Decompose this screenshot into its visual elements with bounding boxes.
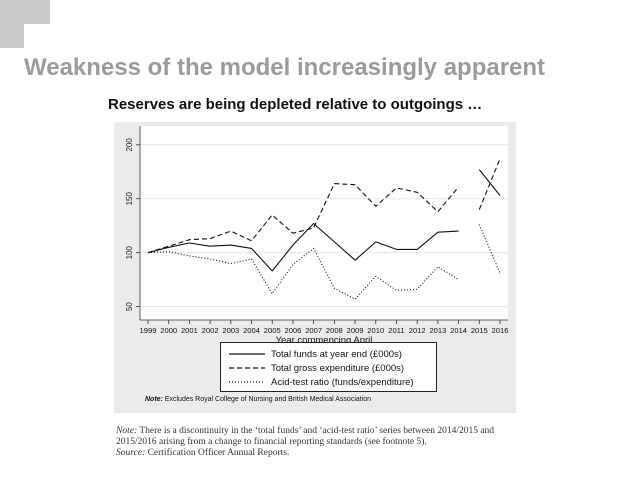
x-tick-label: 2001 [181,326,198,335]
footnote-note-prefix: Note: [116,426,138,436]
footnote-note: Note: There is a discontinuity in the ‘t… [116,426,536,448]
x-tick-label: 2000 [160,326,177,335]
series-line-dashed [478,158,501,210]
chart-note-prefix: Note: [145,396,163,403]
series-line-dashed [147,183,460,254]
footnote-source: Source: Certification Officer Annual Rep… [116,448,536,459]
chart-legend: Total funds at year end (£000s) Total gr… [220,342,437,392]
x-tick-label: 2015 [471,326,488,335]
x-tick-label: 2005 [264,326,281,335]
x-tick-label: 2010 [367,326,384,335]
legend-swatch-dotted [229,381,265,383]
footnote: Note: There is a discontinuity in the ‘t… [116,426,536,459]
legend-swatch-solid [229,353,265,355]
x-tick-label: 2002 [202,326,219,335]
legend-label: Acid-test ratio (funds/expenditure) [271,377,414,388]
x-tick-label: 2013 [429,326,446,335]
x-tick-label: 2008 [326,326,343,335]
legend-label: Total funds at year end (£000s) [271,349,402,360]
legend-item-gross-expenditure: Total gross expenditure (£000s) [221,362,436,376]
x-tick-label: 2011 [388,326,404,335]
series-line-solid [478,169,501,196]
x-tick-label: 2014 [450,326,467,335]
x-tick-label: 2003 [222,326,239,335]
corner-decoration-top [0,0,50,24]
x-axis-label: Year commencing April [276,335,373,346]
legend-item-total-funds: Total funds at year end (£000s) [221,348,436,362]
y-tick-label: 100 [125,245,134,259]
footnote-note-text: There is a discontinuity in the ‘total f… [116,426,495,447]
legend-item-acid-test: Acid-test ratio (funds/expenditure) [221,376,436,390]
plot-area [140,126,508,320]
legend-swatch-dashed [229,367,265,369]
legend-label: Total gross expenditure (£000s) [271,363,405,374]
footnote-source-text: Certification Officer Annual Reports. [145,448,290,458]
x-tick-label: 2007 [305,326,322,335]
x-tick-label: 2009 [347,326,364,335]
x-tick-label: 2012 [409,326,426,335]
series-line-solid [147,222,459,272]
chart-note-text: Excludes Royal College of Nursing and Br… [162,396,372,403]
y-tick-label: 200 [125,138,134,152]
footnote-source-prefix: Source: [116,448,146,458]
slide-title: Weakness of the model increasingly appar… [24,54,546,81]
y-tick-label: 50 [125,302,134,311]
corner-decoration-bottom [0,24,24,48]
x-tick-label: 1999 [140,326,157,335]
chart-panel: 50 100 150 200 1999 2000 2001 2002 2003 2004 2005 2… [114,122,516,413]
x-tick-label: 2006 [284,326,301,335]
y-tick-label: 150 [125,192,134,206]
x-tick-label: 2016 [492,326,509,335]
chart-subtitle: Reserves are being depleted relative to … [108,96,483,113]
x-tick-label: 2004 [243,326,260,335]
chart-note: Note: Excludes Royal College of Nursing … [145,396,371,403]
